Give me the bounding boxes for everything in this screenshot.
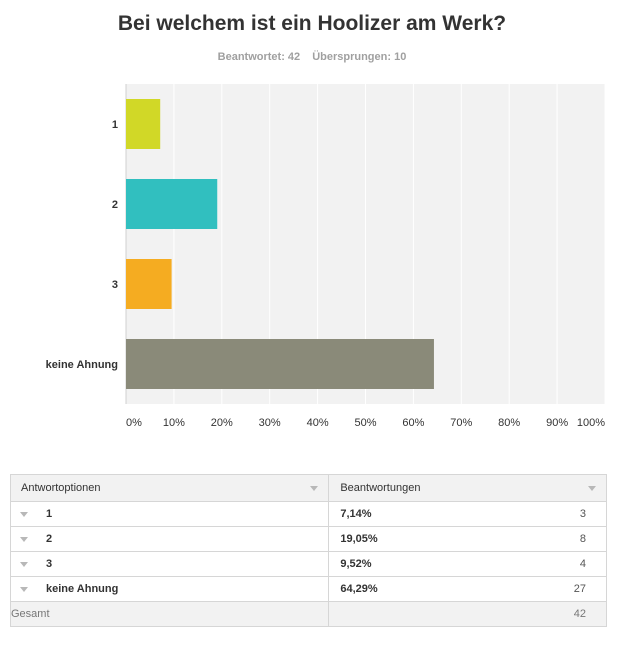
option-label: 3 — [46, 558, 53, 570]
expand-caret-icon[interactable] — [20, 586, 28, 592]
x-tick-label: 70% — [450, 417, 472, 429]
expand-caret-icon[interactable] — [20, 511, 28, 517]
bar[interactable] — [126, 339, 434, 389]
option-cell: 2 — [9, 526, 330, 552]
x-tick-label: 90% — [546, 417, 568, 429]
answer-count: 8 — [579, 533, 586, 545]
table-row: keine Ahnung 64,29% 27 — [9, 576, 607, 602]
total-value: 42 — [328, 601, 607, 627]
option-cell: keine Ahnung — [9, 576, 330, 602]
header-answers[interactable]: Beantwortungen — [328, 474, 607, 502]
answer-cell: 9,52% 4 — [328, 551, 607, 577]
option-cell: 3 — [9, 551, 330, 577]
bar[interactable] — [126, 99, 161, 149]
x-tick-label: 100% — [577, 417, 605, 429]
option-label: 2 — [46, 533, 53, 545]
x-tick-label: 50% — [354, 417, 376, 429]
header-options-label: Antwortoptionen — [21, 482, 101, 494]
results-table: Antwortoptionen Beantwortungen 1 7,14% 3 … — [9, 474, 607, 627]
table-row: 2 19,05% 8 — [9, 526, 607, 552]
answer-percent: 7,14% — [340, 508, 372, 520]
answer-cell: 19,05% 8 — [328, 526, 607, 552]
header-answers-label: Beantwortungen — [340, 482, 421, 494]
answer-count: 3 — [579, 508, 586, 520]
response-stats: Beantwortet: 42 Übersprungen: 10 — [0, 51, 624, 63]
category-label: keine Ahnung — [46, 359, 118, 371]
table-row: 1 7,14% 3 — [9, 501, 607, 527]
total-row: Gesamt 42 — [9, 601, 607, 627]
header-options[interactable]: Antwortoptionen — [9, 474, 330, 502]
option-label: 1 — [46, 508, 53, 520]
bars — [126, 99, 434, 389]
option-label: keine Ahnung — [46, 583, 119, 595]
expand-caret-icon[interactable] — [20, 561, 28, 567]
option-cell: 1 — [9, 501, 330, 527]
table-row: 3 9,52% 4 — [9, 551, 607, 577]
answer-count: 27 — [573, 583, 586, 595]
answer-count: 4 — [579, 558, 586, 570]
chart-title: Bei welchem ist ein Hoolizer am Werk? — [117, 12, 507, 35]
x-tick-label: 60% — [402, 417, 424, 429]
answer-cell: 7,14% 3 — [328, 501, 607, 527]
answer-percent: 19,05% — [340, 533, 378, 545]
x-tick-label: 30% — [259, 417, 281, 429]
bar[interactable] — [126, 259, 172, 309]
answer-percent: 9,52% — [340, 558, 372, 570]
x-tick-label: 40% — [307, 417, 329, 429]
x-tick-labels: 0% 10% 20% 30% 40% 50% 60% 70% 80% 90% 100% — [126, 417, 605, 429]
skipped-count: Übersprungen: 10 — [312, 51, 407, 63]
answer-percent: 64,29% — [340, 583, 378, 595]
category-label: 2 — [112, 199, 118, 211]
category-label: 1 — [112, 119, 118, 131]
x-tick-label: 80% — [498, 417, 520, 429]
x-tick-label: 0% — [126, 417, 142, 429]
x-tick-label: 10% — [163, 417, 185, 429]
category-labels: 1 2 3 keine Ahnung — [46, 119, 118, 371]
category-label: 3 — [112, 279, 118, 291]
sort-caret-icon[interactable] — [310, 485, 319, 491]
table-header-row: Antwortoptionen Beantwortungen — [9, 474, 607, 502]
expand-caret-icon[interactable] — [20, 536, 28, 542]
bar[interactable] — [126, 179, 218, 229]
total-label: Gesamt — [9, 601, 330, 627]
bar-chart: 1 2 3 keine Ahnung 0% 10% 20% 30% 40% 50% 60% 70% 8… — [46, 84, 606, 429]
sort-caret-icon[interactable] — [588, 485, 596, 491]
x-tick-label: 20% — [211, 417, 233, 429]
answer-cell: 64,29% 27 — [328, 576, 607, 602]
answered-count: Beantwortet: 42 — [217, 51, 301, 63]
